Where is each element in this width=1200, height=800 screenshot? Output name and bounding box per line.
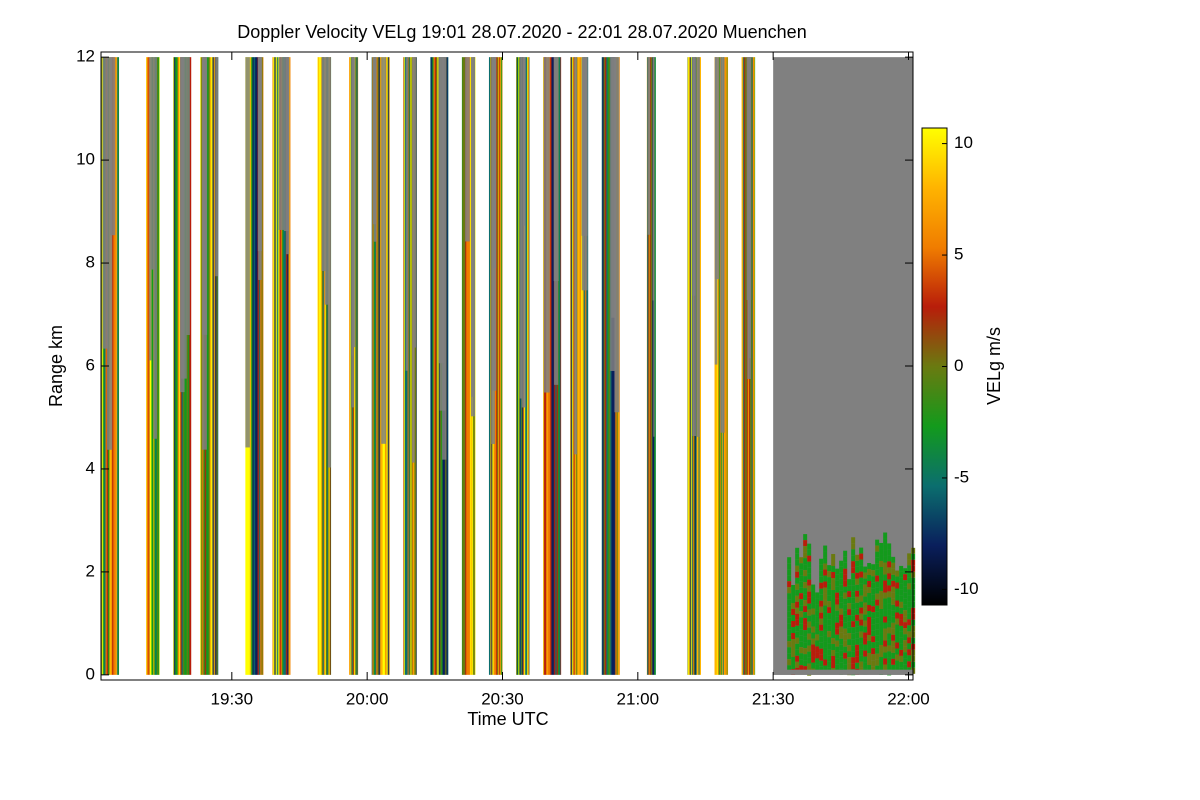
x-tick-label: 21:30 — [752, 689, 795, 708]
x-tick-label: 21:00 — [617, 689, 660, 708]
y-tick-label: 2 — [86, 561, 95, 580]
colorbar-tick-label: -5 — [954, 467, 969, 486]
scan — [646, 57, 656, 675]
y-tick-label: 4 — [86, 458, 95, 477]
y-tick-label: 12 — [76, 47, 95, 66]
colorbar-tick-label: -10 — [954, 579, 979, 598]
plot-area: 0 2 4 6 8 10 12 19:30 20:00 20:30 21:00 21:30 22:00 -… — [76, 47, 979, 709]
y-tick-label: 0 — [86, 664, 95, 683]
x-tick-label: 19:30 — [211, 689, 254, 708]
colorbar-label: VELg m/s — [984, 327, 1004, 405]
x-tick-label: 20:00 — [346, 689, 389, 708]
y-axis-label: Range km — [46, 325, 66, 407]
x-axis-label: Time UTC — [467, 709, 548, 729]
colorbar-tick-label: 0 — [954, 356, 963, 375]
colorbar-tick-label: 10 — [954, 133, 973, 152]
chart-title: Doppler Velocity VELg 19:01 28.07.2020 -… — [237, 22, 806, 42]
x-tick-label: 22:00 — [887, 689, 930, 708]
y-tick-label: 8 — [86, 253, 95, 272]
y-tick-label: 6 — [86, 355, 95, 374]
y-tick-label: 10 — [76, 150, 95, 169]
colorbar-tick-label: 5 — [954, 245, 963, 264]
x-tick-label: 20:30 — [481, 689, 524, 708]
